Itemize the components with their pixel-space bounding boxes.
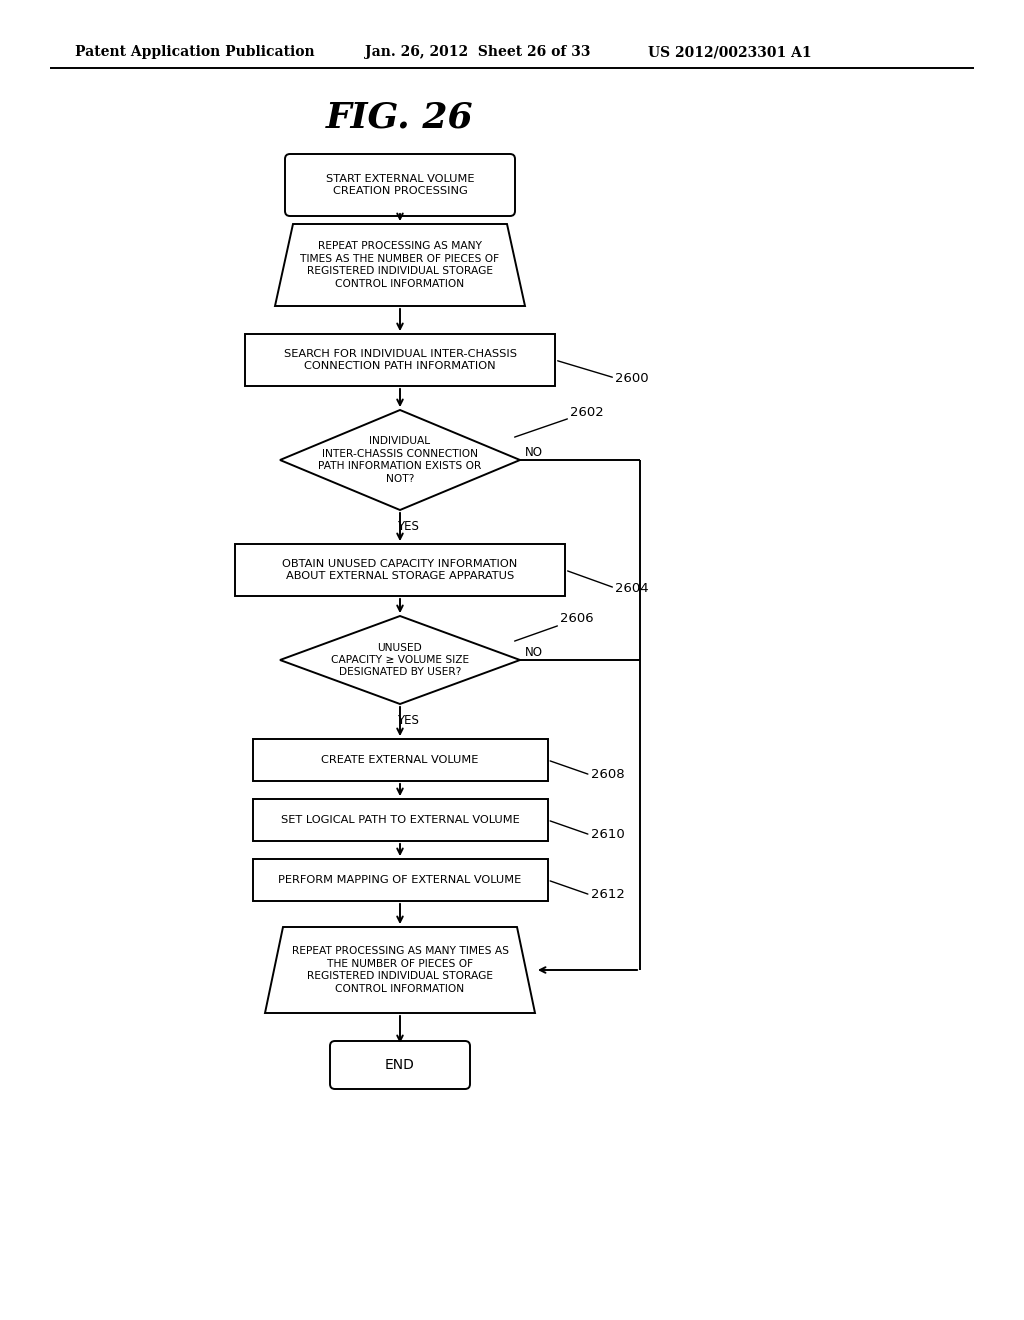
Bar — [253, 859, 548, 902]
FancyBboxPatch shape — [330, 1041, 470, 1089]
Text: 2610: 2610 — [591, 829, 625, 842]
Text: PERFORM MAPPING OF EXTERNAL VOLUME: PERFORM MAPPING OF EXTERNAL VOLUME — [279, 875, 521, 884]
Text: START EXTERNAL VOLUME
CREATION PROCESSING: START EXTERNAL VOLUME CREATION PROCESSIN… — [326, 174, 474, 197]
Polygon shape — [275, 224, 525, 306]
Bar — [234, 544, 565, 597]
Text: SEARCH FOR INDIVIDUAL INTER-CHASSIS
CONNECTION PATH INFORMATION: SEARCH FOR INDIVIDUAL INTER-CHASSIS CONN… — [284, 348, 516, 371]
FancyBboxPatch shape — [285, 154, 515, 216]
Text: 2612: 2612 — [591, 888, 625, 902]
Bar — [253, 799, 548, 841]
Polygon shape — [280, 616, 520, 704]
Text: 2606: 2606 — [560, 611, 594, 624]
Text: YES: YES — [397, 714, 419, 727]
Text: YES: YES — [397, 520, 419, 533]
Bar — [253, 739, 548, 781]
Text: Jan. 26, 2012  Sheet 26 of 33: Jan. 26, 2012 Sheet 26 of 33 — [365, 45, 591, 59]
Text: US 2012/0023301 A1: US 2012/0023301 A1 — [648, 45, 812, 59]
Text: 2608: 2608 — [591, 768, 624, 781]
Text: Patent Application Publication: Patent Application Publication — [75, 45, 314, 59]
Text: CREATE EXTERNAL VOLUME: CREATE EXTERNAL VOLUME — [322, 755, 478, 766]
Text: FIG. 26: FIG. 26 — [327, 102, 474, 135]
Text: REPEAT PROCESSING AS MANY TIMES AS
THE NUMBER OF PIECES OF
REGISTERED INDIVIDUAL: REPEAT PROCESSING AS MANY TIMES AS THE N… — [292, 946, 509, 994]
Bar — [245, 334, 555, 385]
Text: END: END — [385, 1059, 415, 1072]
Text: UNUSED
CAPACITY ≥ VOLUME SIZE
DESIGNATED BY USER?: UNUSED CAPACITY ≥ VOLUME SIZE DESIGNATED… — [331, 643, 469, 677]
Text: NO: NO — [525, 645, 543, 659]
Polygon shape — [280, 411, 520, 510]
Text: SET LOGICAL PATH TO EXTERNAL VOLUME: SET LOGICAL PATH TO EXTERNAL VOLUME — [281, 814, 519, 825]
Text: REPEAT PROCESSING AS MANY
TIMES AS THE NUMBER OF PIECES OF
REGISTERED INDIVIDUAL: REPEAT PROCESSING AS MANY TIMES AS THE N… — [300, 242, 500, 289]
Text: OBTAIN UNUSED CAPACITY INFORMATION
ABOUT EXTERNAL STORAGE APPARATUS: OBTAIN UNUSED CAPACITY INFORMATION ABOUT… — [283, 558, 517, 581]
Text: 2602: 2602 — [570, 405, 604, 418]
Text: 2604: 2604 — [615, 582, 648, 594]
Polygon shape — [265, 927, 535, 1012]
Text: 2600: 2600 — [615, 371, 648, 384]
Text: INDIVIDUAL
INTER-CHASSIS CONNECTION
PATH INFORMATION EXISTS OR
NOT?: INDIVIDUAL INTER-CHASSIS CONNECTION PATH… — [318, 437, 481, 483]
Text: NO: NO — [525, 446, 543, 458]
